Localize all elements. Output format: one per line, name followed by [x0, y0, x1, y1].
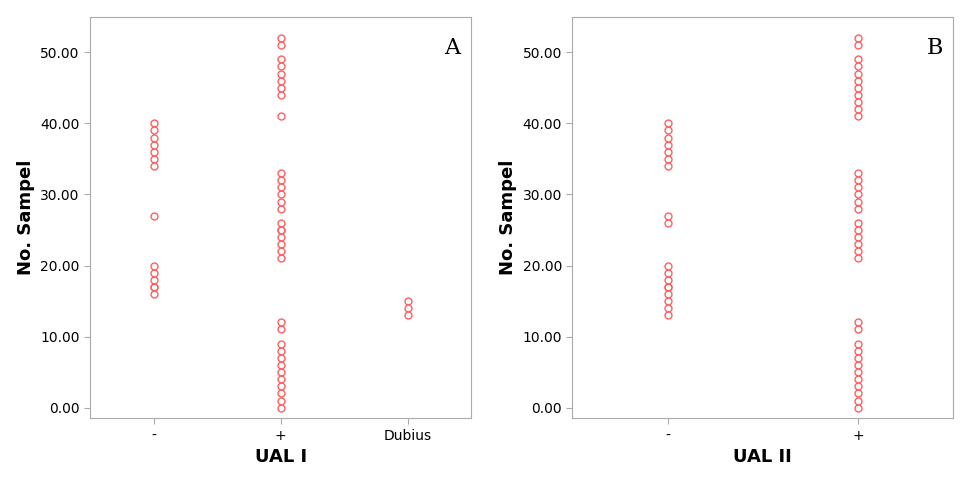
X-axis label: UAL II: UAL II	[733, 448, 792, 466]
X-axis label: UAL I: UAL I	[254, 448, 306, 466]
Y-axis label: No. Sampel: No. Sampel	[498, 160, 516, 275]
Text: B: B	[925, 37, 942, 59]
Text: A: A	[444, 37, 460, 59]
Y-axis label: No. Sampel: No. Sampel	[16, 160, 35, 275]
